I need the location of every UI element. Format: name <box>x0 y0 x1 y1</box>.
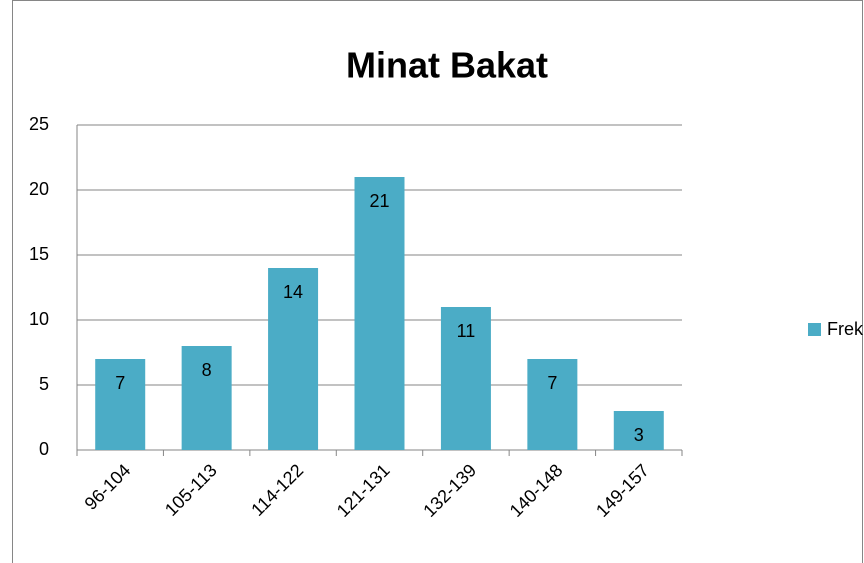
chart-border <box>12 0 863 563</box>
data-label: 11 <box>457 321 476 341</box>
bar <box>95 359 146 450</box>
data-label: 7 <box>547 373 557 393</box>
data-label: 21 <box>369 191 389 211</box>
bar <box>181 346 232 450</box>
y-tick-label: 25 <box>29 114 49 134</box>
y-tick-label: 0 <box>39 439 49 459</box>
data-label: 8 <box>202 360 212 380</box>
bar <box>613 411 664 450</box>
bar <box>440 307 491 450</box>
y-tick-label: 15 <box>29 244 49 264</box>
data-label: 7 <box>115 373 125 393</box>
legend-swatch <box>808 323 821 336</box>
data-label: 14 <box>283 282 303 302</box>
data-label: 3 <box>634 425 644 445</box>
y-tick-label: 20 <box>29 179 49 199</box>
bar <box>527 359 578 450</box>
bar <box>268 268 319 450</box>
bar <box>354 177 405 450</box>
legend-label: Frekuensi <box>827 319 864 339</box>
y-tick-label: 5 <box>39 374 49 394</box>
y-tick-label: 10 <box>29 309 49 329</box>
chart-title: Minat Bakat <box>346 45 548 86</box>
